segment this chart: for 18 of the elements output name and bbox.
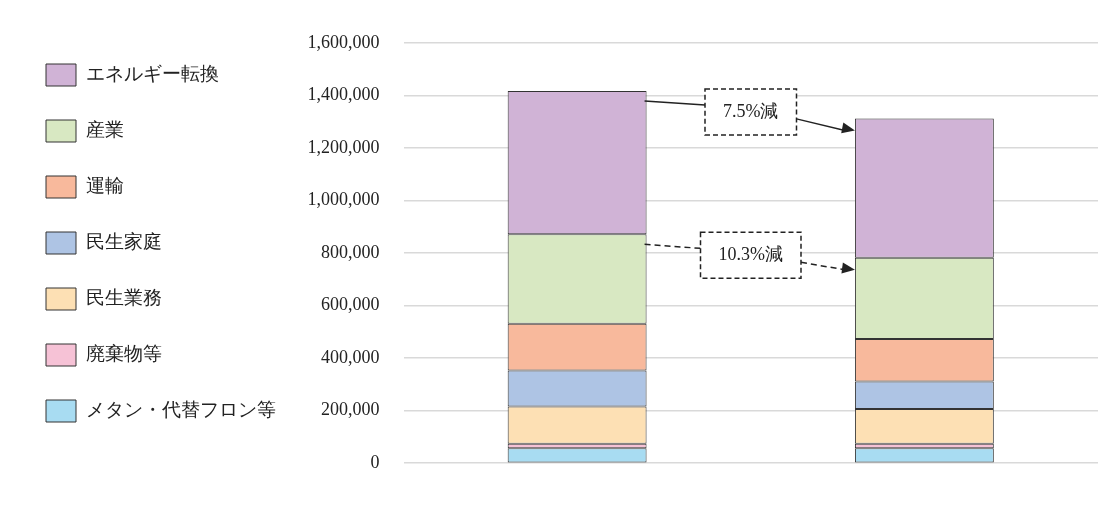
- y-tick-label: 600,000: [321, 294, 380, 315]
- legend-label: 運輸: [85, 174, 124, 196]
- annotation: 7.5%減: [723, 100, 779, 121]
- legend-label: エネルギー転換: [85, 62, 219, 84]
- y-tick-label: 1,000,000: [307, 189, 380, 210]
- legend-label: 産業: [85, 118, 124, 140]
- y-tick-label: 1,400,000: [307, 84, 380, 105]
- annotation: 10.3%減: [718, 244, 783, 265]
- y-tick-label: 1,600,000: [307, 31, 380, 52]
- y-tick-label: 1,200,000: [307, 136, 380, 157]
- y-tick-label: 400,000: [321, 346, 380, 367]
- legend-label: 民生業務: [85, 286, 162, 308]
- y-tick-label: 200,000: [321, 399, 380, 420]
- y-tick-label: 800,000: [321, 241, 380, 262]
- legend-label: メタン・代替フロン等: [85, 398, 276, 420]
- legend-label: 民生家庭: [85, 230, 162, 252]
- y-tick-label: 0: [370, 451, 380, 472]
- legend-label: 廃棄物等: [85, 342, 162, 364]
